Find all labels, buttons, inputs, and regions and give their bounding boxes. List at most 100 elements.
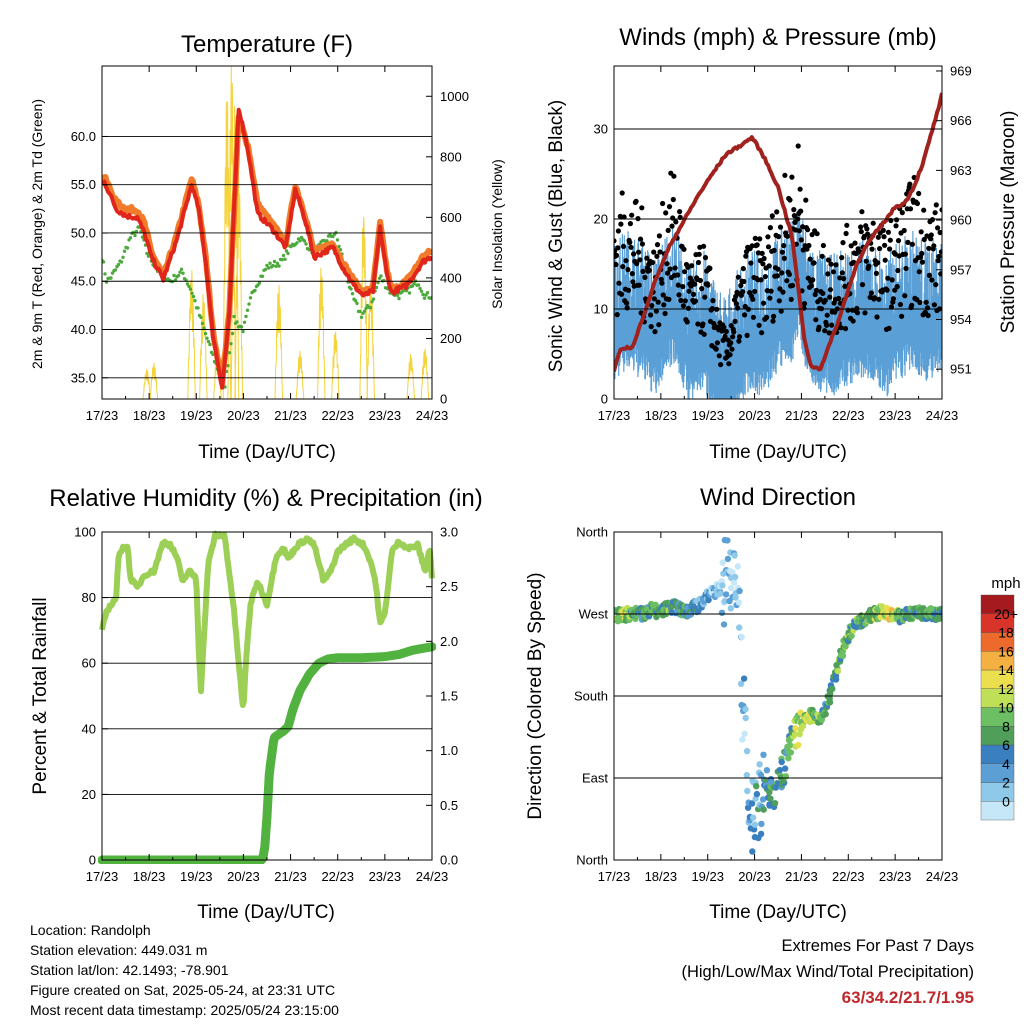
gust-point — [819, 253, 825, 259]
colorbar-swatch — [980, 594, 1015, 614]
gust-point — [884, 287, 890, 293]
gust-point — [854, 305, 860, 312]
gust-point — [695, 321, 701, 327]
dewpoint-point — [325, 239, 329, 243]
gust-point — [744, 332, 750, 338]
dewpoint-point — [119, 260, 124, 264]
gust-point — [811, 260, 817, 266]
y-tick-label: 55.0 — [71, 177, 96, 192]
direction-point — [792, 725, 799, 732]
dewpoint-point — [286, 251, 290, 256]
gust-point — [620, 243, 627, 249]
gust-point — [614, 252, 620, 258]
gust-point — [848, 243, 854, 249]
gust-point — [899, 313, 905, 319]
gust-point — [887, 237, 893, 243]
gust-point — [639, 205, 645, 211]
x-tick-label: 19/23 — [180, 869, 213, 884]
direction-point — [720, 621, 728, 628]
gust-point — [728, 340, 734, 346]
gust-point — [909, 302, 915, 308]
gust-point — [770, 318, 776, 324]
gust-point — [778, 308, 784, 314]
dewpoint-point — [275, 261, 280, 265]
direction-point — [739, 736, 746, 743]
dewpoint-point — [265, 263, 269, 268]
gust-point — [925, 312, 931, 319]
gust-point — [926, 272, 933, 278]
colorbar-label: 6 — [1002, 737, 1010, 753]
x-tick-label: 23/23 — [369, 869, 402, 884]
direction-marks — [614, 536, 942, 855]
gust-point — [812, 291, 818, 298]
y2-tick-label: 0.0 — [440, 853, 458, 868]
gust-point — [692, 298, 699, 304]
gust-point — [705, 282, 711, 288]
gust-point — [827, 294, 833, 300]
gust-point — [742, 312, 748, 318]
dewpoint-point — [241, 329, 245, 334]
x-tick-label: 18/23 — [645, 869, 678, 884]
dewpoint-point — [364, 306, 368, 311]
dewpoint-point — [371, 297, 376, 301]
direction-point — [795, 741, 802, 749]
dewpoint-point — [274, 264, 278, 268]
gust-point — [765, 244, 772, 250]
gust-point — [881, 234, 887, 240]
gust-point — [788, 296, 794, 302]
gust-point — [659, 280, 665, 286]
gust-point — [759, 330, 765, 336]
gust-point — [777, 286, 783, 292]
gust-point — [767, 295, 773, 301]
gust-point — [894, 284, 900, 290]
gust-point — [754, 242, 760, 248]
gust-point — [895, 238, 902, 244]
x-tick-label: 23/23 — [879, 869, 912, 884]
gust-point — [765, 234, 771, 240]
y-tick-label: 20 — [594, 212, 608, 227]
direction-point — [734, 563, 741, 570]
direction-point — [736, 587, 743, 595]
gust-point — [625, 287, 632, 293]
gust-point — [914, 200, 921, 207]
direction-point — [730, 579, 738, 586]
y2-tick-label: 0.5 — [440, 798, 458, 813]
y-tick-label: 0 — [601, 392, 608, 407]
x-tick-label: 22/23 — [321, 408, 354, 423]
colorbar-title: mph — [991, 575, 1020, 592]
gust-point — [842, 326, 849, 332]
dewpoint-point — [355, 301, 359, 306]
gust-point — [722, 333, 728, 339]
gust-point — [813, 317, 819, 323]
gust-point — [735, 305, 741, 311]
dewpoint-point — [260, 274, 265, 278]
dewpoint-point — [266, 266, 271, 270]
x-tick-label: 19/23 — [691, 869, 724, 884]
dewpoint-point — [122, 249, 127, 253]
gust-point — [755, 250, 762, 256]
direction-point — [834, 667, 842, 675]
gust-point — [655, 299, 661, 305]
gust-point — [675, 272, 681, 278]
dewpoint-point — [284, 249, 289, 253]
direction-point — [776, 766, 783, 774]
gust-point — [697, 277, 704, 284]
gust-point — [882, 242, 888, 248]
dewpoint-point — [113, 268, 118, 272]
gust-point — [939, 207, 942, 213]
gust-point — [858, 229, 864, 235]
dewpoint-point — [416, 283, 421, 287]
gust-point — [660, 292, 666, 298]
dewpoint-point — [102, 260, 106, 264]
gust-point — [843, 230, 849, 237]
colorbar-label: 20+ — [994, 606, 1018, 622]
direction-point — [724, 537, 731, 544]
direction-point — [829, 685, 836, 693]
dewpoint-point — [353, 299, 358, 303]
direction-point — [785, 755, 792, 762]
x-tick-label: 24/23 — [926, 869, 959, 884]
gust-point — [738, 282, 744, 289]
gust-point — [824, 322, 830, 328]
direction-point — [722, 591, 730, 598]
